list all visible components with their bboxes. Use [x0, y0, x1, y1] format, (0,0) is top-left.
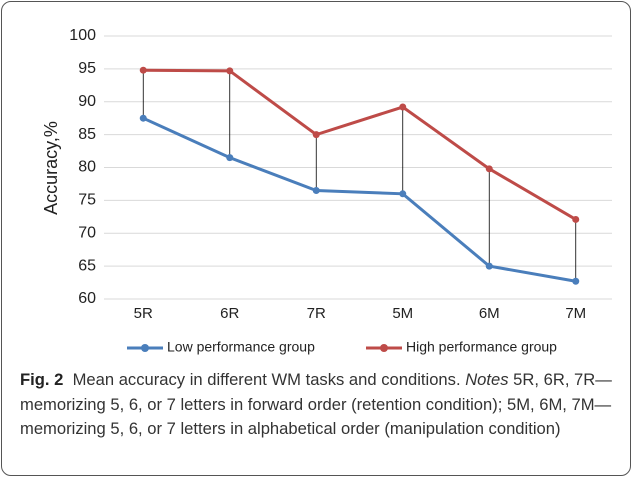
x-tick-label: 7R	[307, 305, 326, 322]
series-line	[142, 116, 577, 283]
x-tick-label: 5M	[392, 305, 413, 322]
point	[485, 165, 493, 173]
caption-notes: 5R, 6R, 7R—memorizing 5, 6, or 7 letters…	[20, 370, 612, 438]
point	[485, 262, 493, 270]
point	[139, 114, 147, 122]
caption-label: Fig. 2	[20, 370, 64, 389]
x-tick-label: 5R	[134, 305, 153, 322]
legend-marker	[141, 344, 149, 352]
y-tick-label: 95	[78, 60, 96, 77]
x-tick-label: 6R	[220, 305, 239, 322]
x-tick-label: 6M	[479, 305, 500, 322]
y-tick-label: 75	[78, 192, 96, 209]
legend-label: High performance group	[406, 339, 557, 355]
point	[572, 277, 580, 285]
y-tick-label: 85	[78, 126, 96, 143]
y-tick-label: 90	[78, 93, 96, 110]
point	[312, 187, 320, 195]
point	[312, 131, 320, 139]
y-tick-label: 65	[78, 257, 96, 274]
caption-text: Mean accuracy in different WM tasks and …	[72, 370, 461, 389]
caption: Fig. 2 Mean accuracy in different WM tas…	[20, 368, 620, 442]
point	[572, 215, 580, 223]
x-tick-label: 7M	[565, 305, 586, 322]
legend-marker	[380, 344, 388, 352]
y-tick-label: 70	[78, 224, 96, 241]
y-tick-label: 60	[78, 290, 96, 307]
point	[399, 190, 407, 198]
y-tick-label: 100	[69, 27, 96, 44]
series-line	[143, 68, 577, 221]
legend-label: Low performance group	[167, 339, 315, 355]
y-axis-title: Accuracy,%	[41, 121, 61, 215]
point	[139, 66, 147, 74]
point	[399, 103, 407, 111]
point	[226, 67, 234, 75]
y-tick-label: 80	[78, 159, 96, 176]
point	[226, 154, 234, 162]
caption-notes-label: Notes	[465, 370, 509, 389]
